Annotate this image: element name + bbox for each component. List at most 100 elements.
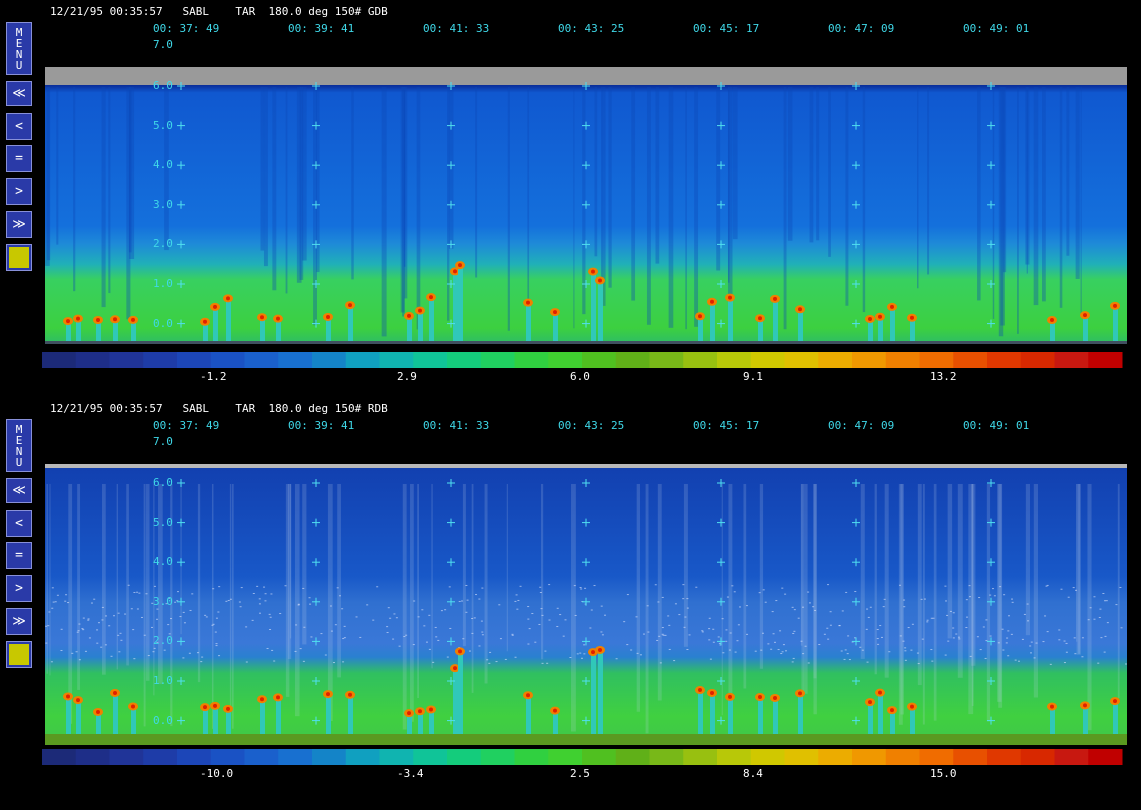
speckle [1035, 642, 1038, 644]
speckle [686, 648, 689, 650]
plume [203, 321, 208, 342]
streak [957, 484, 963, 678]
button-back[interactable]: < [6, 510, 32, 537]
speckle [393, 613, 396, 615]
speckle [847, 635, 850, 637]
speckle [701, 630, 704, 632]
colorbar-cell [885, 352, 920, 368]
speckle [84, 650, 87, 652]
speckle [1087, 619, 1090, 621]
speckle [200, 661, 203, 663]
streak [845, 87, 849, 306]
colorbar-cell [1020, 749, 1055, 765]
plume [458, 651, 463, 734]
speckle [1030, 652, 1033, 654]
plume [598, 280, 603, 342]
colorbar-label: 6.0 [570, 370, 590, 383]
plume [591, 652, 596, 734]
colorbar-cell [615, 352, 650, 368]
speckle [579, 586, 582, 588]
speckle [773, 641, 776, 643]
button-forward[interactable]: > [6, 575, 32, 602]
button-forward[interactable]: > [6, 178, 32, 205]
streak [1033, 484, 1039, 698]
speckle [334, 624, 337, 626]
button-menu[interactable]: MENU [6, 419, 32, 472]
speckle [268, 613, 271, 615]
speckle [957, 636, 960, 638]
speckle [695, 586, 698, 588]
speckle [601, 634, 604, 636]
speckle [883, 598, 886, 600]
button-equal[interactable]: = [6, 542, 32, 569]
streak [828, 87, 831, 257]
plume [407, 315, 412, 342]
colorbar-cell [784, 352, 819, 368]
speckle [729, 632, 732, 634]
streak [917, 87, 919, 289]
plume-core [326, 692, 330, 697]
speckle [303, 626, 306, 628]
button-fast-forward[interactable]: ≫ [6, 211, 32, 238]
streak [337, 484, 341, 678]
streak [900, 484, 904, 715]
speckle [814, 609, 817, 611]
streak [77, 484, 81, 690]
speckle [827, 584, 830, 586]
speckle [866, 608, 869, 610]
plume-core [213, 703, 217, 708]
plume [773, 298, 778, 342]
plume [226, 298, 231, 342]
speckle [514, 600, 517, 602]
colorbar-cell [447, 352, 482, 368]
speckle [127, 584, 130, 586]
colorbar-cell [987, 749, 1022, 765]
height-label: 3.0 [153, 197, 173, 211]
colorbar-cell [919, 749, 954, 765]
speckle [245, 661, 248, 663]
button-rewind[interactable]: ≪ [6, 81, 32, 106]
streak [646, 87, 651, 325]
speckle [725, 640, 728, 642]
streak [294, 484, 300, 717]
speckle [827, 638, 830, 640]
speckle [712, 641, 715, 643]
speckle [269, 616, 272, 618]
height-label: 3.0 [153, 594, 173, 608]
button-menu[interactable]: MENU [6, 22, 32, 75]
colorbar-label: -10.0 [200, 767, 234, 780]
plume [76, 318, 81, 342]
speckle [903, 606, 906, 608]
streak [1080, 87, 1082, 314]
button-rewind[interactable]: ≪ [6, 478, 32, 503]
speckle [1119, 586, 1122, 588]
color-button[interactable] [6, 244, 32, 271]
plume [76, 700, 81, 734]
speckle [739, 606, 742, 608]
button-fast-forward[interactable]: ≫ [6, 608, 32, 635]
speckle [389, 617, 392, 619]
speckle [701, 631, 704, 633]
speckle [800, 640, 803, 642]
speckle [965, 627, 968, 629]
speckle [182, 657, 185, 659]
streak [402, 87, 405, 317]
speckle [366, 604, 369, 606]
plume [1113, 701, 1118, 734]
button-back[interactable]: < [6, 113, 32, 140]
speckle [266, 647, 269, 649]
speckle [604, 614, 607, 616]
streak [727, 87, 730, 283]
color-button[interactable] [6, 641, 32, 668]
streak [128, 87, 132, 253]
speckle [227, 599, 230, 601]
button-equal[interactable]: = [6, 145, 32, 172]
colorbar-cell [750, 352, 785, 368]
speckle [215, 617, 218, 619]
speckle [982, 626, 985, 628]
speckle [576, 653, 579, 655]
streak [158, 484, 163, 685]
colorbar-cell [818, 352, 853, 368]
speckle [47, 625, 50, 627]
speckle [882, 606, 885, 608]
